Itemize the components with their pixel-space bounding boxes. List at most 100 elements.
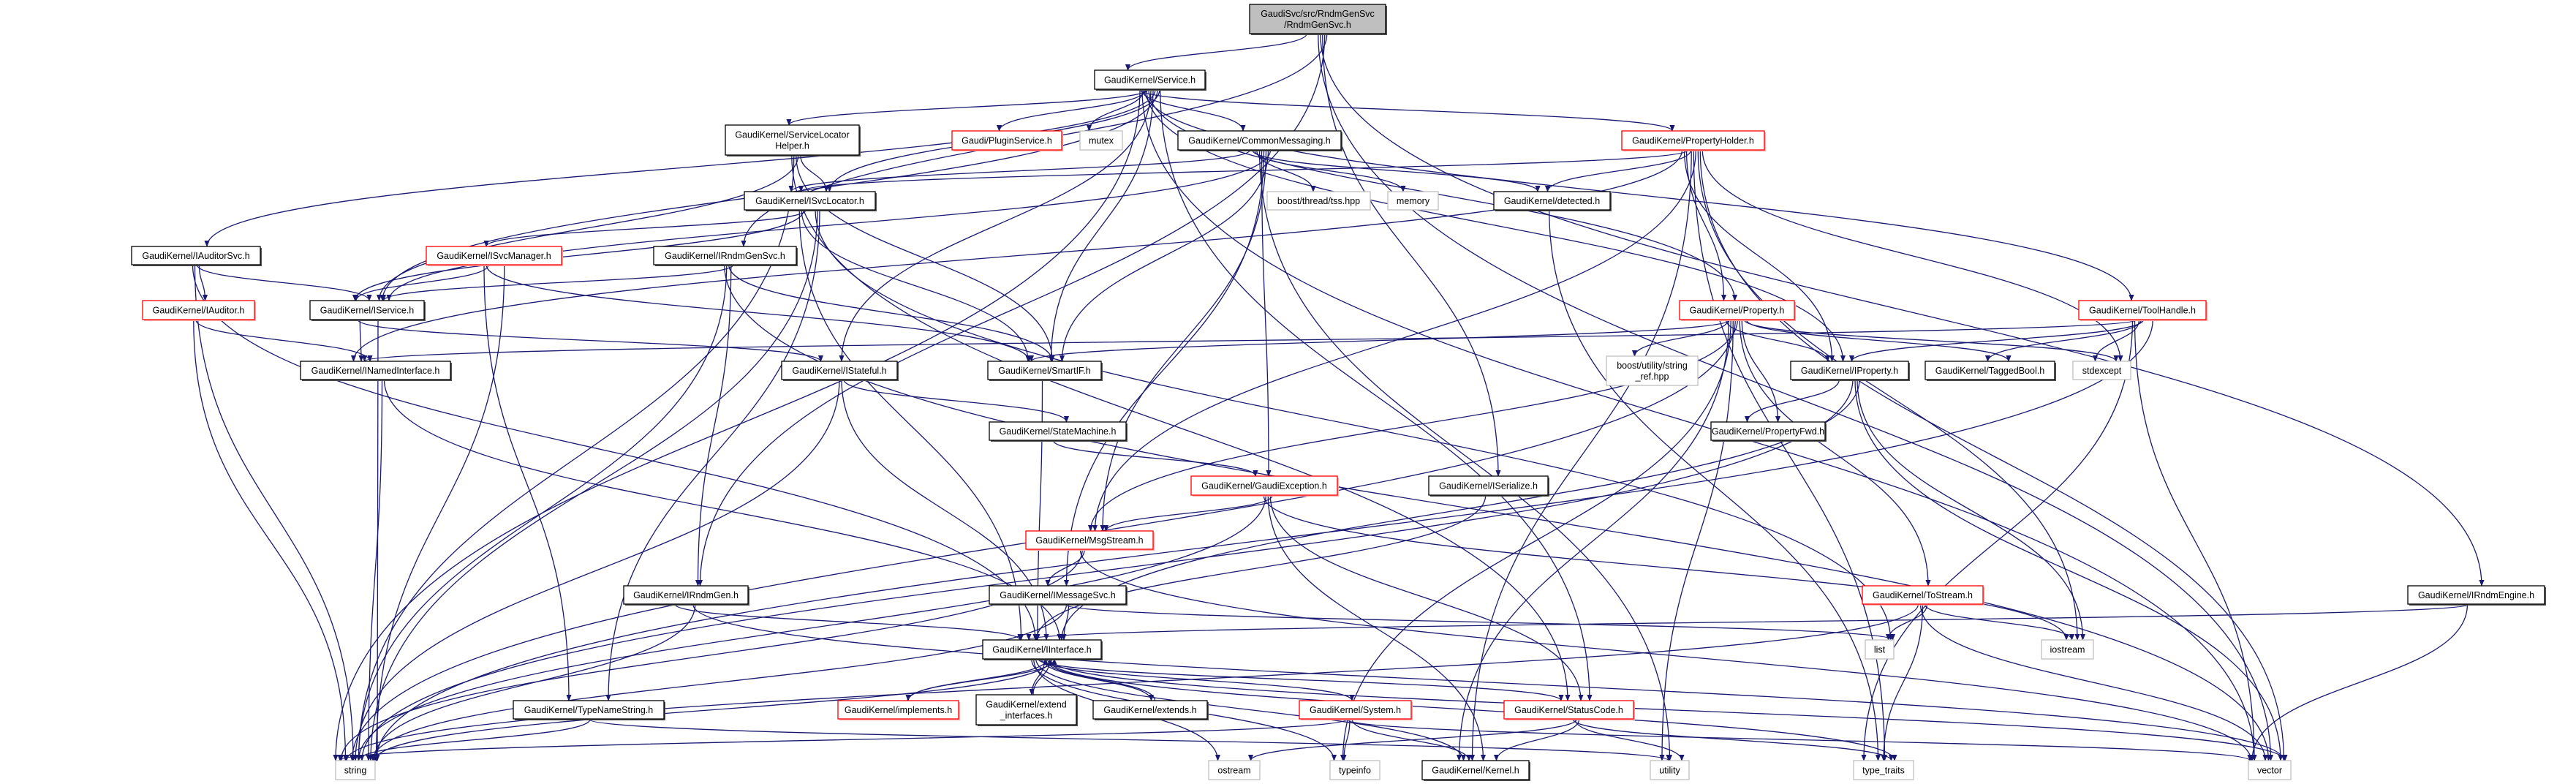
edge-extendif-to-iinterface (1032, 658, 1053, 696)
node-inamed[interactable]: GaudiKernel/INamedInterface.h (300, 361, 452, 381)
edge-property-to-utility (1659, 319, 1734, 761)
node-implements[interactable]: GaudiKernel/implements.h (837, 700, 960, 720)
edge-service-to-iauditorsvc (204, 88, 1156, 247)
node-label: type_traits (1862, 766, 1905, 776)
node-utility[interactable]: utility (1650, 760, 1690, 780)
node-taggedbool[interactable]: GaudiKernel/TaggedBool.h (1925, 361, 2056, 381)
node-box (1428, 475, 1549, 496)
edge-property-to-stringref (1631, 319, 1729, 357)
node-stringref[interactable]: boost/utility/string_ref.hpp (1606, 355, 1699, 386)
edge-implements-to-iinterface (907, 658, 1057, 701)
node-stdexcept[interactable]: stdexcept (2072, 361, 2131, 380)
node-vector[interactable]: vector (2248, 760, 2292, 780)
node-box (837, 700, 959, 720)
node-mutex[interactable]: mutex (1079, 130, 1123, 151)
node-propholder[interactable]: GaudiKernel/PropertyHolder.h (1621, 130, 1766, 151)
edge-commsg-to-detected (1252, 149, 1541, 192)
node-label: GaudiKernel/IRndmEngine.h (2418, 590, 2534, 600)
edge-iinterface-to-system (1040, 658, 1355, 701)
node-system[interactable]: GaudiKernel/System.h (1299, 700, 1413, 720)
node-list[interactable]: list (1865, 639, 1895, 660)
node-kernel[interactable]: GaudiKernel/Kernel.h (1421, 760, 1530, 781)
node-iproperty[interactable]: GaudiKernel/IProperty.h (1790, 361, 1910, 381)
node-iauditorsvc[interactable]: GaudiKernel/IAuditorSvc.h (131, 246, 262, 266)
edge-tostream-to-vector (1919, 603, 2268, 761)
node-gaudiexc[interactable]: GaudiKernel/GaudiException.h (1190, 475, 1339, 497)
edge-property-to-tostream (1739, 319, 1931, 587)
node-box (1387, 191, 1439, 211)
edge-iservice-to-istateful (357, 319, 823, 362)
edge-property-to-stdexcept (1743, 319, 2119, 362)
node-box (1925, 361, 2055, 380)
node-statuscode[interactable]: GaudiKernel/StatusCode.h (1503, 700, 1635, 720)
edge-commsg-to-utility (1258, 149, 1673, 761)
node-irndmengine[interactable]: GaudiKernel/IRndmEngine.h (2407, 585, 2546, 606)
node-isvcloc[interactable]: GaudiKernel/ISvcLocator.h (744, 191, 877, 211)
node-iinterface[interactable]: GaudiKernel/IInterface.h (982, 639, 1103, 660)
edge-inamed-to-string (366, 379, 383, 761)
node-box (1092, 700, 1208, 720)
node-label: GaudiKernel/ToolHandle.h (2089, 306, 2196, 316)
edge-istateful-to-statemachine (843, 379, 1070, 423)
edge-propholder-to-isvcloc (798, 149, 1690, 192)
node-propfwd[interactable]: GaudiKernel/PropertyFwd.h (1710, 421, 1827, 442)
node-istateful[interactable]: GaudiKernel/IStateful.h (781, 361, 899, 381)
node-statemachine[interactable]: GaudiKernel/StateMachine.h (989, 421, 1128, 442)
node-iservice[interactable]: GaudiKernel/IService.h (309, 300, 426, 321)
node-property[interactable]: GaudiKernel/Property.h (1679, 300, 1796, 321)
node-commsg[interactable]: GaudiKernel/CommonMessaging.h (1177, 130, 1342, 151)
edge-toolhandle-to-stdexcept (2092, 319, 2140, 362)
node-tss[interactable]: boost/thread/tss.hpp (1266, 191, 1371, 211)
node-tostream[interactable]: GaudiKernel/ToStream.h (1862, 585, 1984, 606)
edge-property-to-smartif (1029, 319, 1731, 362)
node-label: GaudiKernel/CommonMessaging.h (1188, 136, 1331, 146)
node-service[interactable]: GaudiKernel/Service.h (1094, 69, 1206, 91)
node-imessagesvc[interactable]: GaudiKernel/IMessageSvc.h (989, 585, 1128, 606)
node-label: GaudiKernel/IStateful.h (792, 366, 886, 376)
edge-isvcloc-to-typenamestring (605, 209, 820, 701)
node-box (2072, 361, 2131, 380)
node-msgstream[interactable]: GaudiKernel/MsgStream.h (1025, 530, 1155, 551)
node-label: list (1874, 645, 1886, 655)
node-box (951, 130, 1062, 151)
node-iserialize[interactable]: GaudiKernel/ISerialize.h (1428, 475, 1549, 497)
node-box (1299, 700, 1412, 720)
node-box (1208, 760, 1261, 780)
edge-commsg-to-imessagesvc (1063, 149, 1265, 587)
edge-imessagesvc-to-string (370, 603, 1068, 761)
edge-commsg-to-gaudiexc (1261, 149, 1272, 477)
node-detected[interactable]: GaudiKernel/detected.h (1493, 191, 1612, 211)
node-typenamestring[interactable]: GaudiKernel/TypeNameString.h (513, 700, 665, 720)
node-label: boost/utility/string (1617, 361, 1688, 371)
edge-irndmgensvc-to-vector (724, 264, 2272, 761)
node-label: utility (1659, 766, 1680, 776)
node-label: GaudiKernel/ToStream.h (1873, 590, 1973, 600)
node-root[interactable]: GaudiSvc/src/RndmGenSvc/RndmGenSvc.h (1249, 4, 1387, 35)
node-label: GaudiKernel/ISvcLocator.h (755, 196, 864, 206)
node-string[interactable]: string (335, 760, 376, 780)
node-toolhandle[interactable]: GaudiKernel/ToolHandle.h (2078, 300, 2207, 321)
node-plugin[interactable]: Gaudi/PluginService.h (951, 130, 1063, 151)
node-extends[interactable]: GaudiKernel/extends.h (1092, 700, 1209, 720)
node-box (1621, 130, 1765, 151)
node-extendif[interactable]: GaudiKernel/extend_interfaces.h (975, 694, 1078, 726)
node-memory[interactable]: memory (1387, 191, 1439, 211)
node-irndmgen[interactable]: GaudiKernel/IRndmGen.h (623, 585, 749, 606)
edge-msgstream-to-vector (1079, 549, 2254, 761)
node-smartif[interactable]: GaudiKernel/SmartIF.h (987, 361, 1103, 381)
node-box (1249, 4, 1386, 34)
node-iauditor[interactable]: GaudiKernel/IAuditor.h (142, 300, 256, 321)
node-typetraits[interactable]: type_traits (1853, 760, 1914, 780)
node-typeinfo[interactable]: typeinfo (1329, 760, 1380, 780)
node-box (1266, 191, 1371, 211)
node-box (1421, 760, 1530, 780)
edge-iproperty-to-string (359, 379, 1854, 761)
edge-slh-to-statuscode (791, 154, 1571, 701)
edge-service-to-vector (1141, 88, 2257, 761)
node-irndmgensvc[interactable]: GaudiKernel/IRndmGenSvc.h (653, 246, 798, 266)
node-isvcmgr[interactable]: GaudiKernel/ISvcManager.h (426, 246, 563, 266)
node-ostream[interactable]: ostream (1208, 760, 1261, 780)
nodes: GaudiSvc/src/RndmGenSvc/RndmGenSvc.h Gaud… (131, 4, 2546, 781)
node-iostream[interactable]: iostream (2041, 639, 2094, 660)
